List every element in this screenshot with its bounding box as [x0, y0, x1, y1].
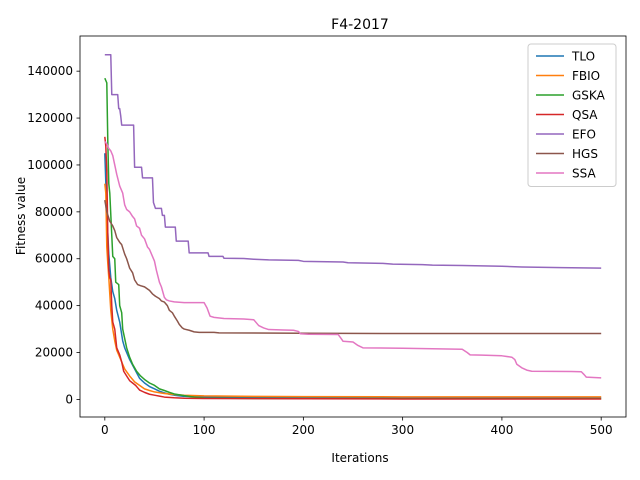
x-tick-label: 200 [292, 423, 315, 437]
x-tick-label: 400 [490, 423, 513, 437]
legend-box [527, 43, 617, 187]
legend-label-qsa: QSA [572, 108, 598, 122]
axes-frame [79, 35, 627, 418]
series-line-hgs [104, 199, 602, 335]
y-tick-label: 0 [65, 392, 73, 406]
x-tick-label: 100 [193, 423, 216, 437]
series-line-tlo [104, 153, 602, 399]
y-tick-label: 40000 [35, 299, 73, 313]
legend-label-hgs: HGS [572, 147, 598, 161]
series-line-ssa [104, 141, 602, 379]
y-tick-label: 20000 [35, 346, 73, 360]
series-line-fbio [104, 183, 602, 398]
series-line-qsa [104, 136, 602, 400]
legend-label-ssa: SSA [572, 167, 596, 181]
x-tick-label: 300 [391, 423, 414, 437]
y-tick-label: 120000 [27, 111, 73, 125]
series-line-gska [104, 77, 602, 400]
y-tick-label: 60000 [35, 252, 73, 266]
y-tick-label: 80000 [35, 205, 73, 219]
chart-title: F4-2017 [331, 17, 389, 33]
y-tick-label: 140000 [27, 64, 73, 78]
legend: TLO FBIO GSKA QSA EFO HGS SSA [527, 43, 617, 187]
legend-label-efo: EFO [572, 128, 596, 142]
x-axis-title: Iterations [331, 451, 388, 465]
y-axis-title: Fitness value [14, 177, 28, 255]
y-tick-label: 100000 [27, 158, 73, 172]
x-tick-label: 0 [101, 423, 109, 437]
plot-area: 0 100 200 300 400 500 0 20000 40000 60000 80000 100… [27, 35, 627, 437]
legend-label-tlo: TLO [571, 50, 595, 64]
x-tick-label: 500 [590, 423, 613, 437]
legend-label-fbio: FBIO [572, 69, 600, 83]
legend-label-gska: GSKA [572, 89, 606, 103]
series-line-efo [104, 54, 602, 269]
